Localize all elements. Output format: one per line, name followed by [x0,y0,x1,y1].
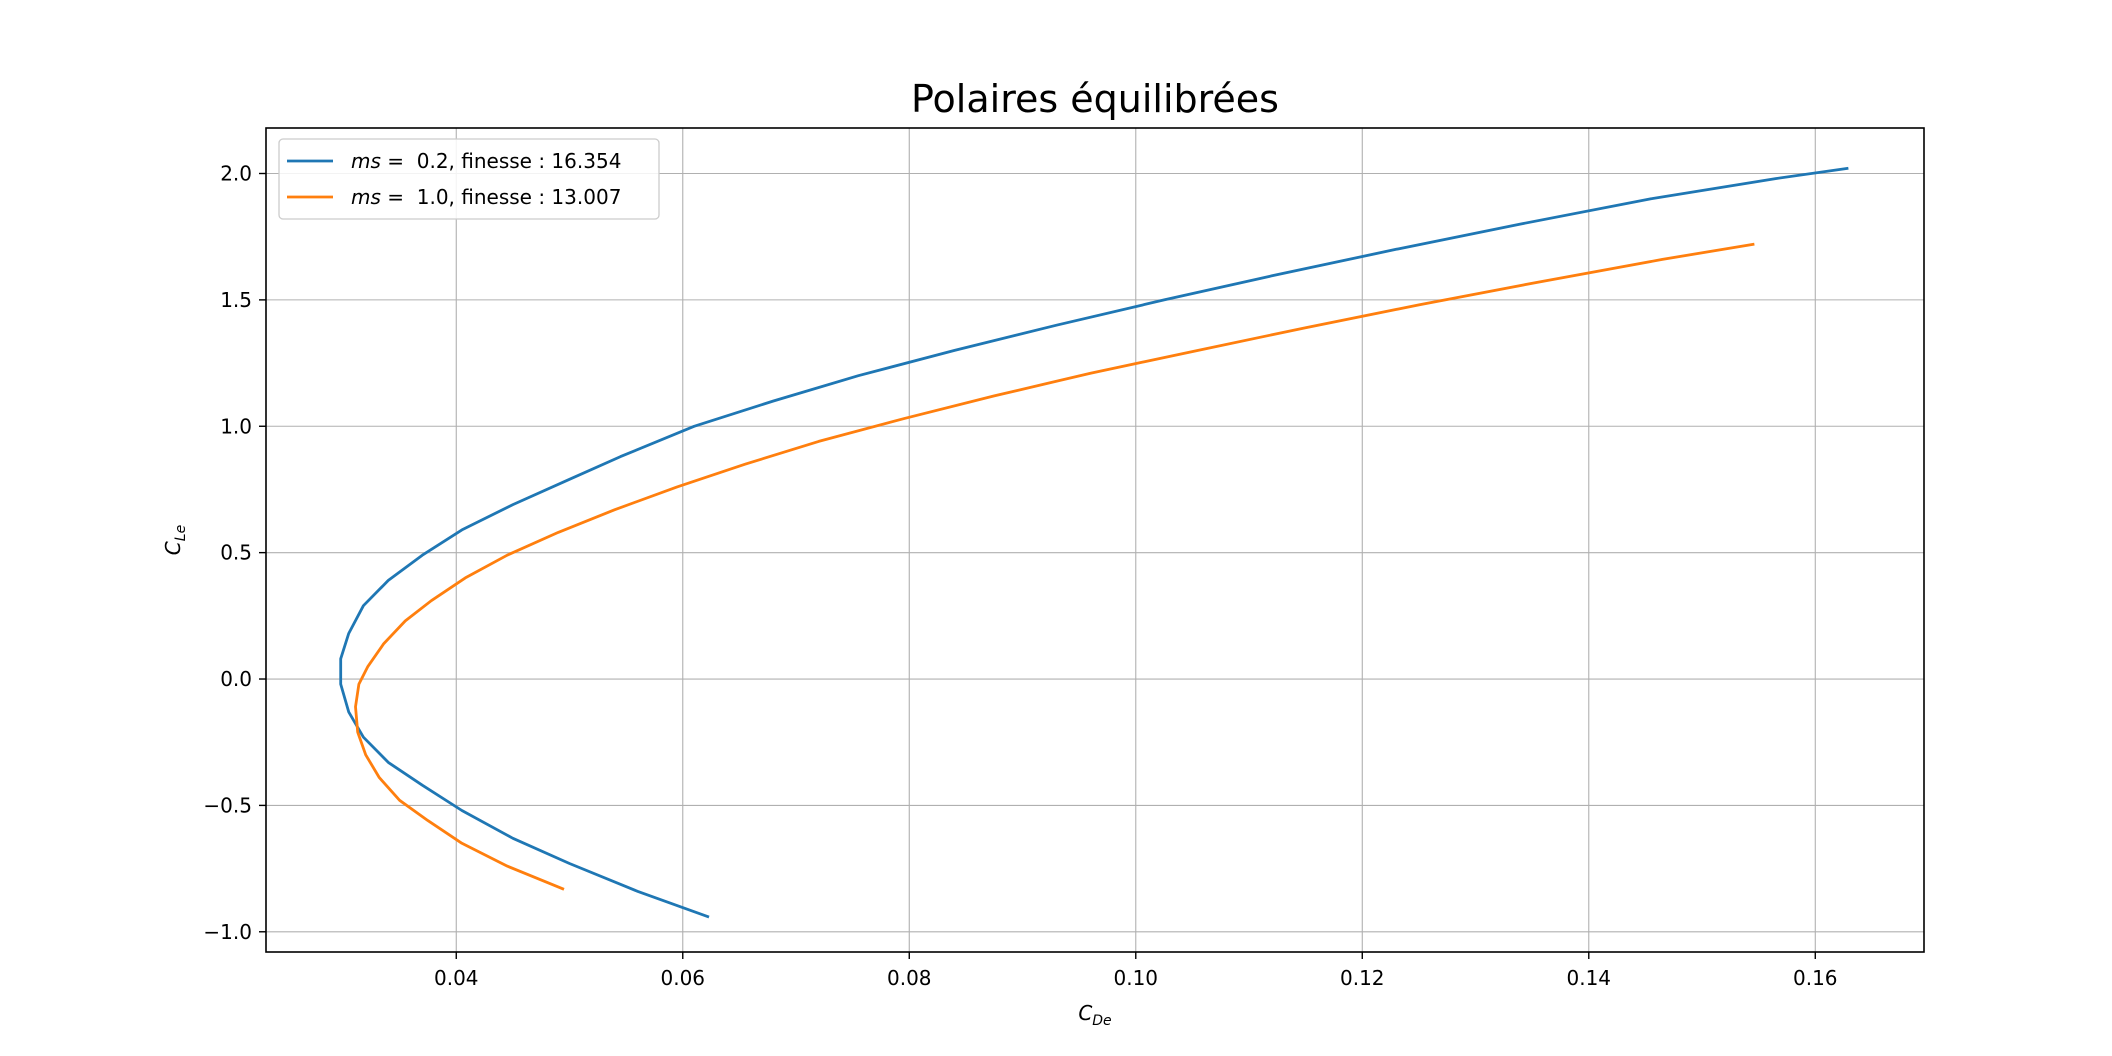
x-tick-label: 0.14 [1567,966,1612,990]
chart-title: Polaires équilibrées [911,77,1279,121]
y-tick-label: −0.5 [203,793,252,817]
legend-entry-0: ms = 0.2, finesse : 16.354 [351,149,621,173]
legend: ms = 0.2, finesse : 16.354 ms = 1.0, fin… [278,138,660,220]
x-tick-label: 0.04 [434,966,479,990]
x-tick-label: 0.16 [1793,966,1838,990]
y-tick-label: 0.0 [220,667,252,691]
series-line-0 [339,166,1849,919]
y-tick-label: 1.0 [220,414,252,438]
legend-entry-1-var: ms [351,185,381,209]
x-tick-label: 0.06 [660,966,705,990]
y-axis-label: CLe [161,525,189,555]
y-tick-label: 1.5 [220,288,252,312]
plot-frame [265,127,1925,953]
y-tick-label: 2.0 [220,161,252,185]
legend-box [278,138,660,220]
y-axis-label-sub: Le [173,525,189,541]
legend-entry-0-text: = 0.2, finesse : 16.354 [381,149,622,173]
y-axis-ticks: −1.0 −0.5 0.0 0.5 1.0 1.5 2.0 [203,161,266,944]
series-line-1 [354,242,1755,891]
x-axis-label: CDe [1078,1001,1111,1029]
y-axis-label-main: C [161,541,185,555]
x-axis-label-main: C [1078,1001,1092,1025]
legend-entry-1: ms = 1.0, finesse : 13.007 [351,185,621,209]
x-tick-label: 0.08 [887,966,932,990]
y-tick-label: 0.5 [220,541,252,565]
x-tick-label: 0.12 [1340,966,1385,990]
legend-entry-1-text: = 1.0, finesse : 13.007 [381,185,622,209]
x-axis-ticks: 0.04 0.06 0.08 0.10 0.12 0.14 0.16 [434,952,1838,990]
grid-lines [266,128,1924,952]
x-axis-label-sub: De [1092,1013,1111,1029]
y-tick-label: −1.0 [203,920,252,944]
x-tick-label: 0.10 [1114,966,1159,990]
series-layer [339,166,1849,919]
legend-entry-0-var: ms [351,149,381,173]
